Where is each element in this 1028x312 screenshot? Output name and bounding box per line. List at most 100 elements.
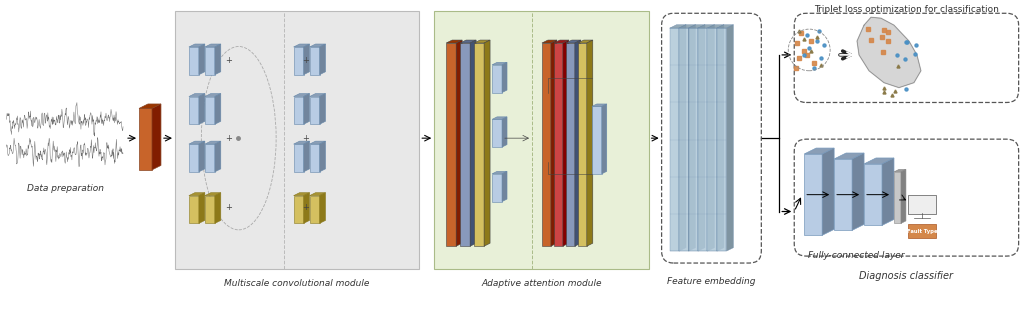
Polygon shape xyxy=(309,144,320,172)
Polygon shape xyxy=(205,144,215,172)
Polygon shape xyxy=(865,158,894,164)
Polygon shape xyxy=(205,196,215,223)
FancyBboxPatch shape xyxy=(908,224,935,238)
Polygon shape xyxy=(575,40,581,246)
Polygon shape xyxy=(680,25,696,28)
Polygon shape xyxy=(215,94,221,124)
Polygon shape xyxy=(303,141,309,172)
Polygon shape xyxy=(294,96,303,124)
Text: Triplet loss optimization for classification: Triplet loss optimization for classifica… xyxy=(814,5,999,14)
Polygon shape xyxy=(502,117,507,147)
Polygon shape xyxy=(303,44,309,75)
Text: +: + xyxy=(225,56,232,65)
Polygon shape xyxy=(198,94,205,124)
FancyBboxPatch shape xyxy=(175,11,419,269)
Polygon shape xyxy=(578,43,587,246)
Text: +: + xyxy=(225,203,232,212)
Polygon shape xyxy=(852,153,865,230)
Polygon shape xyxy=(707,25,724,28)
Polygon shape xyxy=(554,43,563,246)
Polygon shape xyxy=(551,40,557,246)
Polygon shape xyxy=(294,193,309,196)
Polygon shape xyxy=(189,144,198,172)
Polygon shape xyxy=(592,106,601,174)
Polygon shape xyxy=(205,96,215,124)
Polygon shape xyxy=(680,28,689,251)
Polygon shape xyxy=(865,164,882,225)
Polygon shape xyxy=(320,141,326,172)
Polygon shape xyxy=(139,104,161,109)
Polygon shape xyxy=(456,40,463,246)
Polygon shape xyxy=(492,171,507,174)
Polygon shape xyxy=(492,62,507,65)
Polygon shape xyxy=(309,193,326,196)
Text: +: + xyxy=(225,134,232,143)
Polygon shape xyxy=(474,43,484,246)
Polygon shape xyxy=(578,40,593,43)
Text: Adaptive attention module: Adaptive attention module xyxy=(481,279,601,288)
Polygon shape xyxy=(470,40,476,246)
Polygon shape xyxy=(309,44,326,47)
Polygon shape xyxy=(689,25,696,251)
Polygon shape xyxy=(698,28,707,251)
Polygon shape xyxy=(492,65,502,93)
Polygon shape xyxy=(189,193,205,196)
Polygon shape xyxy=(689,25,705,28)
Polygon shape xyxy=(804,148,834,154)
Polygon shape xyxy=(294,141,309,144)
Text: Diagnosis classifier: Diagnosis classifier xyxy=(859,271,953,281)
Polygon shape xyxy=(446,40,463,43)
Polygon shape xyxy=(502,62,507,93)
Polygon shape xyxy=(492,174,502,202)
Polygon shape xyxy=(294,144,303,172)
Polygon shape xyxy=(669,28,680,251)
Polygon shape xyxy=(139,109,152,170)
Text: Fully-connected layer: Fully-connected layer xyxy=(808,251,905,260)
Polygon shape xyxy=(492,119,502,147)
Polygon shape xyxy=(822,148,834,235)
FancyBboxPatch shape xyxy=(434,11,649,269)
Polygon shape xyxy=(215,44,221,75)
Polygon shape xyxy=(542,43,551,246)
Polygon shape xyxy=(554,40,568,43)
Polygon shape xyxy=(294,44,309,47)
Polygon shape xyxy=(320,44,326,75)
Polygon shape xyxy=(882,158,894,225)
Polygon shape xyxy=(309,196,320,223)
Polygon shape xyxy=(698,25,714,28)
Polygon shape xyxy=(205,94,221,96)
Polygon shape xyxy=(294,196,303,223)
Polygon shape xyxy=(294,47,303,75)
Polygon shape xyxy=(205,141,221,144)
Polygon shape xyxy=(484,40,490,246)
Polygon shape xyxy=(680,25,686,251)
Polygon shape xyxy=(689,28,698,251)
Polygon shape xyxy=(152,104,161,170)
Polygon shape xyxy=(894,169,906,172)
Polygon shape xyxy=(587,40,593,246)
Polygon shape xyxy=(894,172,901,223)
Polygon shape xyxy=(303,193,309,223)
Polygon shape xyxy=(857,17,921,88)
Polygon shape xyxy=(563,40,568,246)
Polygon shape xyxy=(717,25,724,251)
Polygon shape xyxy=(215,141,221,172)
Polygon shape xyxy=(294,94,309,96)
Polygon shape xyxy=(717,28,727,251)
Polygon shape xyxy=(901,169,906,223)
Polygon shape xyxy=(189,141,205,144)
Polygon shape xyxy=(320,193,326,223)
Polygon shape xyxy=(309,47,320,75)
Polygon shape xyxy=(309,141,326,144)
Polygon shape xyxy=(669,25,686,28)
Text: Data preparation: Data preparation xyxy=(27,184,104,193)
Polygon shape xyxy=(309,94,326,96)
Polygon shape xyxy=(446,43,456,246)
Polygon shape xyxy=(205,193,221,196)
Polygon shape xyxy=(198,193,205,223)
Polygon shape xyxy=(565,40,581,43)
Polygon shape xyxy=(205,47,215,75)
FancyBboxPatch shape xyxy=(908,195,935,214)
Polygon shape xyxy=(189,196,198,223)
Polygon shape xyxy=(565,43,575,246)
